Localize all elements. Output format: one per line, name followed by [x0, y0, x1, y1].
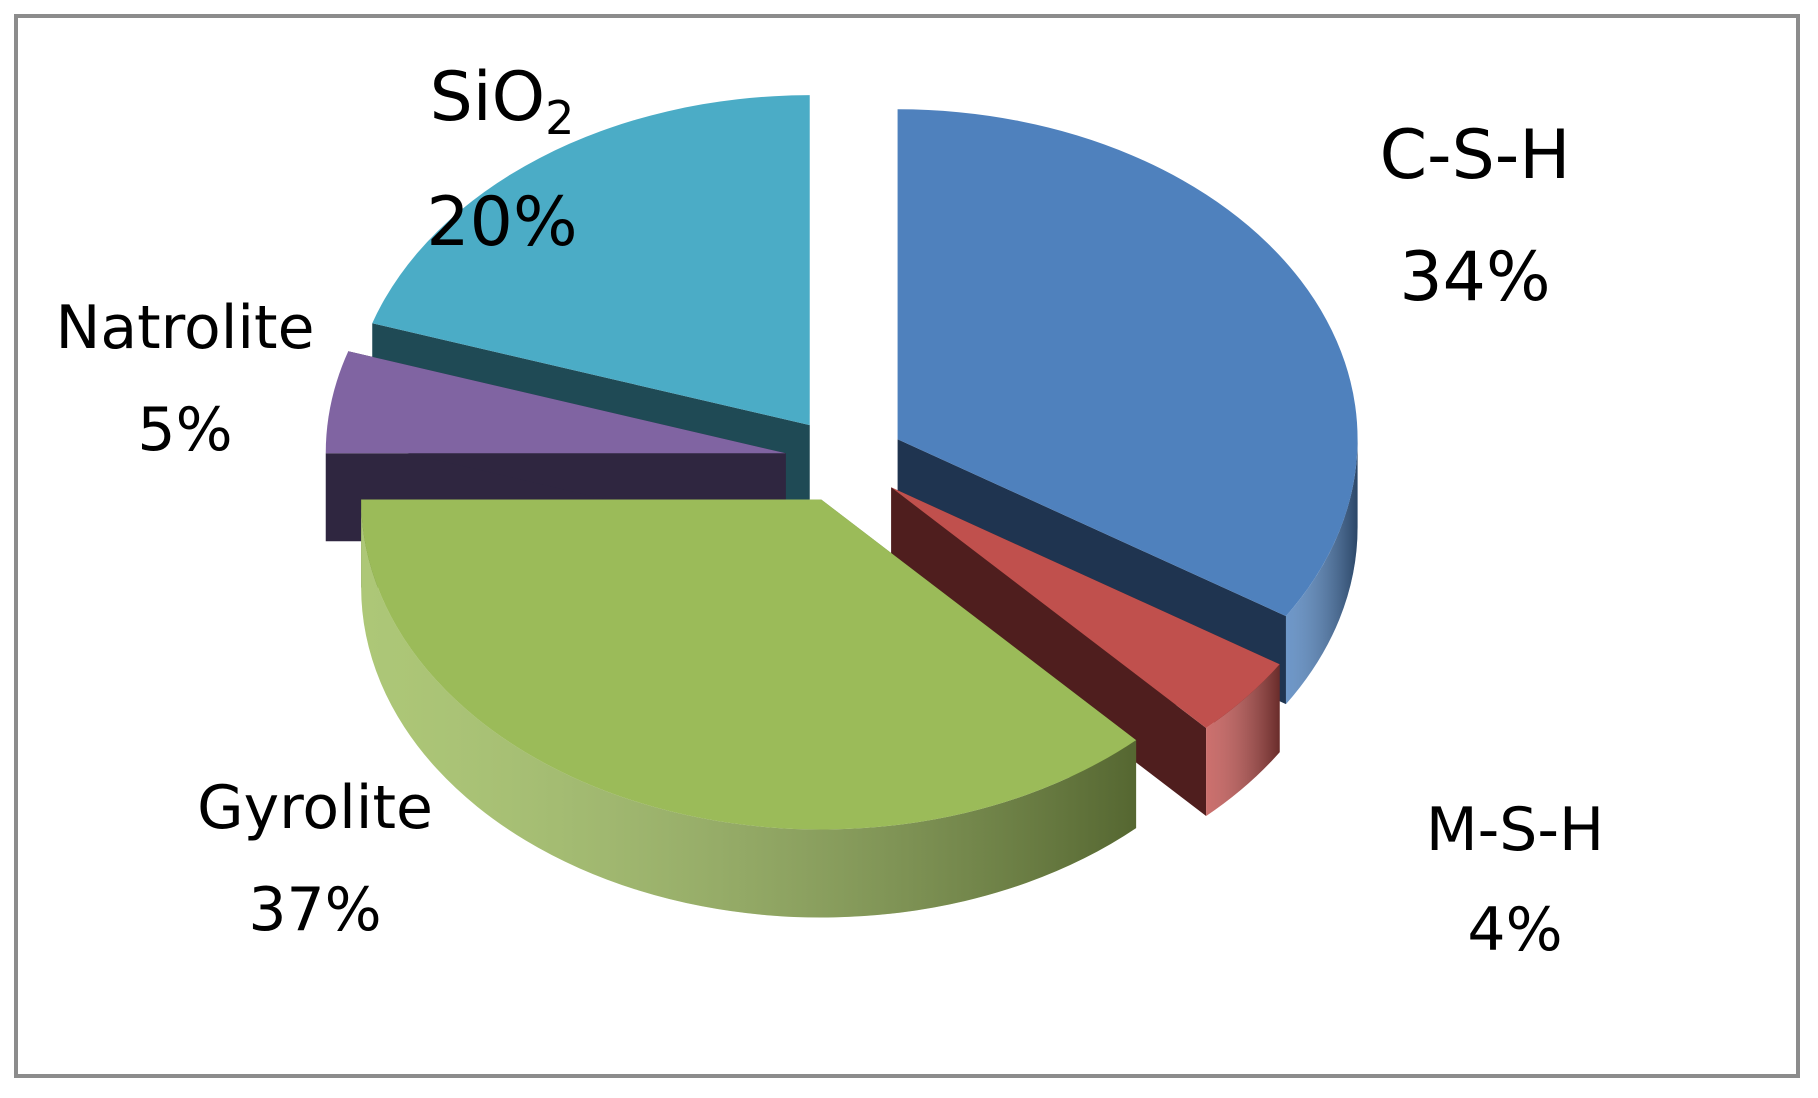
slice-top-c-s-h — [897, 109, 1358, 617]
slice-label-sio2-subscript: 2 — [545, 91, 574, 145]
slice-outer-wall-shade-gyrolite — [361, 499, 1137, 918]
slice-top-m-s-h — [891, 487, 1280, 728]
slice-value-gyrolite: 37% — [248, 875, 381, 945]
slice-label-m-s-h: M-S-H — [1426, 795, 1604, 865]
label-natrolite: Natrolite 5% — [55, 293, 314, 465]
label-sio2: SiO2 20% — [426, 58, 577, 262]
slice-outer-wall-shade-m-s-h — [1206, 664, 1280, 816]
slices-layer — [325, 95, 1358, 918]
slice-value-c-s-h: 34% — [1399, 238, 1550, 317]
slice-label-sio2-main: SiO — [430, 58, 546, 137]
slice-gyrolite — [361, 499, 1137, 918]
slice-value-natrolite: 5% — [137, 395, 232, 465]
slice-label-sio2: SiO2 — [430, 58, 575, 145]
slice-label-gyrolite: Gyrolite — [197, 773, 433, 843]
label-gyrolite: Gyrolite 37% — [197, 773, 433, 945]
slice-top-sio2 — [372, 95, 810, 426]
slice-label-c-s-h: C-S-H — [1380, 116, 1571, 195]
label-c-s-h: C-S-H 34% — [1380, 116, 1571, 317]
label-m-s-h: M-S-H 4% — [1426, 795, 1604, 965]
slice-value-sio2: 20% — [426, 183, 577, 262]
slice-outer-wall-shade-c-s-h — [1285, 439, 1358, 705]
slice-top-gyrolite — [361, 499, 1137, 830]
slice-label-natrolite: Natrolite — [55, 293, 314, 363]
slice-value-m-s-h: 4% — [1467, 895, 1562, 965]
slice-top-natrolite — [325, 351, 786, 454]
